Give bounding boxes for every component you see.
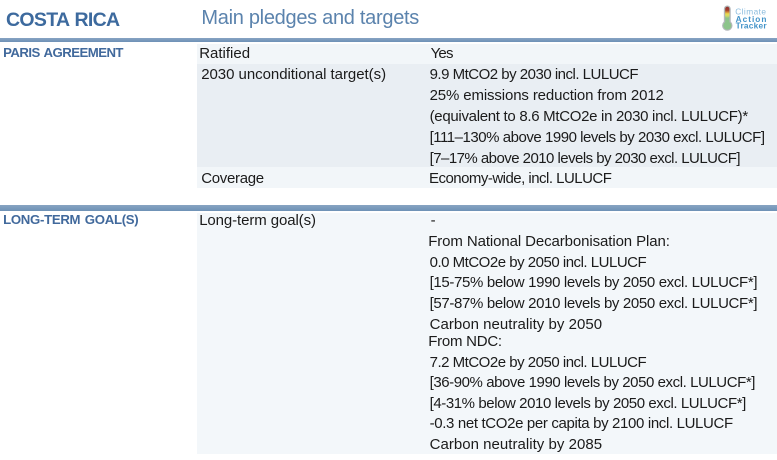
svg-text:Action: Action (736, 14, 768, 24)
svg-text:Climate: Climate (735, 7, 766, 17)
svg-text:Tracker: Tracker (736, 21, 768, 31)
